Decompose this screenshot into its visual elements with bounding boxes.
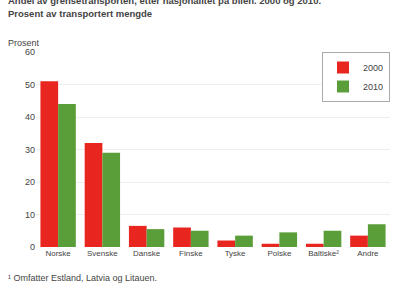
svg-text:2000: 2000 (363, 63, 383, 73)
svg-text:Danske: Danske (133, 249, 161, 258)
svg-text:Prosent: Prosent (8, 38, 40, 48)
svg-text:Baltiske²: Baltiske² (308, 249, 339, 258)
svg-text:Andel av grensetransporten, et: Andel av grensetransporten, etter nasjon… (8, 0, 321, 19)
svg-text:Norske: Norske (45, 249, 71, 258)
svg-text:Andre: Andre (357, 249, 379, 258)
svg-text:10: 10 (25, 210, 35, 220)
svg-text:40: 40 (25, 112, 35, 122)
svg-text:Polske: Polske (267, 249, 292, 258)
svg-text:Tyske: Tyske (225, 249, 246, 258)
svg-text:Svenske: Svenske (87, 249, 118, 258)
svg-text:Finske: Finske (179, 249, 203, 258)
svg-text:50: 50 (25, 80, 35, 90)
svg-text:30: 30 (25, 145, 35, 155)
svg-text:2010: 2010 (363, 82, 383, 92)
svg-text:60: 60 (25, 47, 35, 57)
svg-text:¹ Omfatter Estland, Latvia og: ¹ Omfatter Estland, Latvia og Litauen. (8, 273, 157, 283)
svg-text:20: 20 (25, 177, 35, 187)
svg-text:0: 0 (30, 242, 35, 252)
